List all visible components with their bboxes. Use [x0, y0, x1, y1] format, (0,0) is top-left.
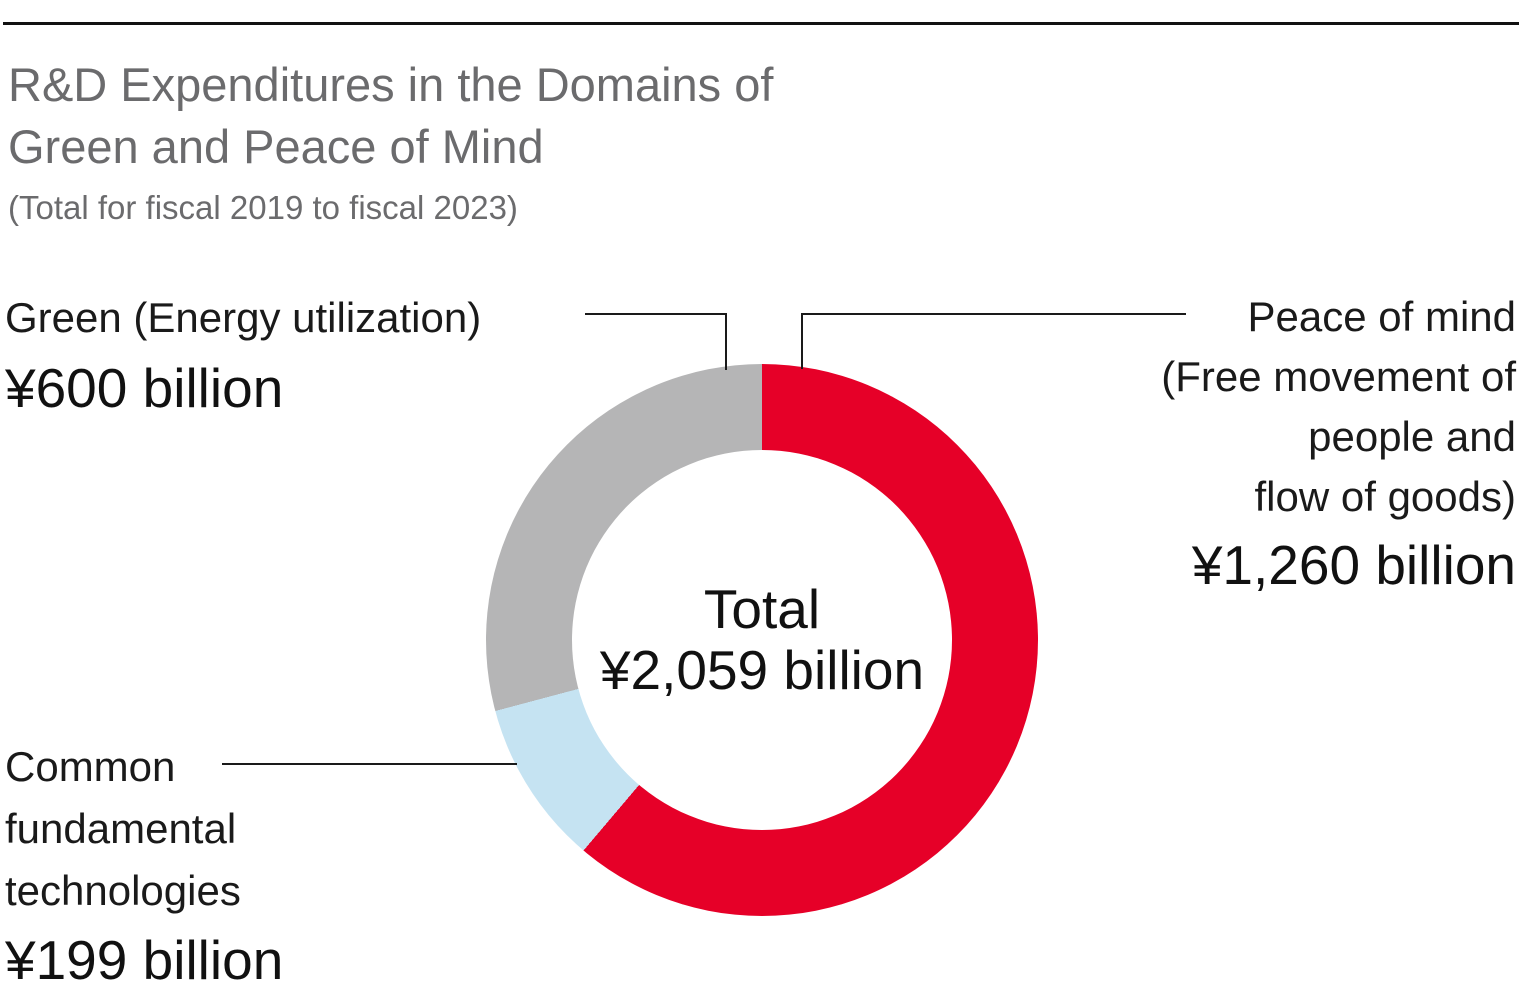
title-block: R&D Expenditures in the Domains of Green… — [8, 54, 773, 228]
leader-line-peace-vertical — [801, 313, 803, 369]
leader-line-common-horizontal — [222, 763, 517, 765]
donut-chart — [486, 364, 1038, 916]
chart-subtitle: (Total for fiscal 2019 to fiscal 2023) — [8, 189, 518, 226]
common-segment-label-line-3: technologies — [5, 867, 241, 914]
green-segment-value: ¥600 billion — [5, 357, 284, 419]
green-segment-label: Green (Energy utilization) — [5, 294, 482, 341]
common-segment-label-line-2: fundamental — [5, 805, 237, 852]
top-divider-rule — [3, 22, 1519, 25]
peace-segment-label-line-3: people and — [1308, 413, 1516, 460]
callout-common-fundamental: Common fundamental technologies ¥199 bil… — [5, 736, 283, 992]
leader-line-green-vertical — [725, 313, 727, 370]
leader-line-peace-horizontal — [801, 313, 1186, 315]
callout-green: Green (Energy utilization) ¥600 billion — [5, 288, 481, 420]
callout-peace-of-mind: Peace of mind (Free movement of people a… — [1161, 287, 1516, 597]
peace-segment-label-line-4: flow of goods) — [1254, 473, 1516, 520]
chart-title-line-2: Green and Peace of Mind — [8, 120, 544, 173]
common-segment-value: ¥199 billion — [5, 929, 284, 991]
chart-title-line-1: R&D Expenditures in the Domains of — [8, 58, 774, 111]
leader-line-green-horizontal — [585, 313, 727, 315]
peace-segment-label-line-2: (Free movement of — [1161, 353, 1516, 400]
peace-segment-label-line-1: Peace of mind — [1247, 293, 1517, 340]
peace-segment-value: ¥1,260 billion — [1191, 534, 1516, 596]
common-segment-label-line-1: Common — [5, 743, 176, 790]
donut-hole — [572, 450, 952, 830]
